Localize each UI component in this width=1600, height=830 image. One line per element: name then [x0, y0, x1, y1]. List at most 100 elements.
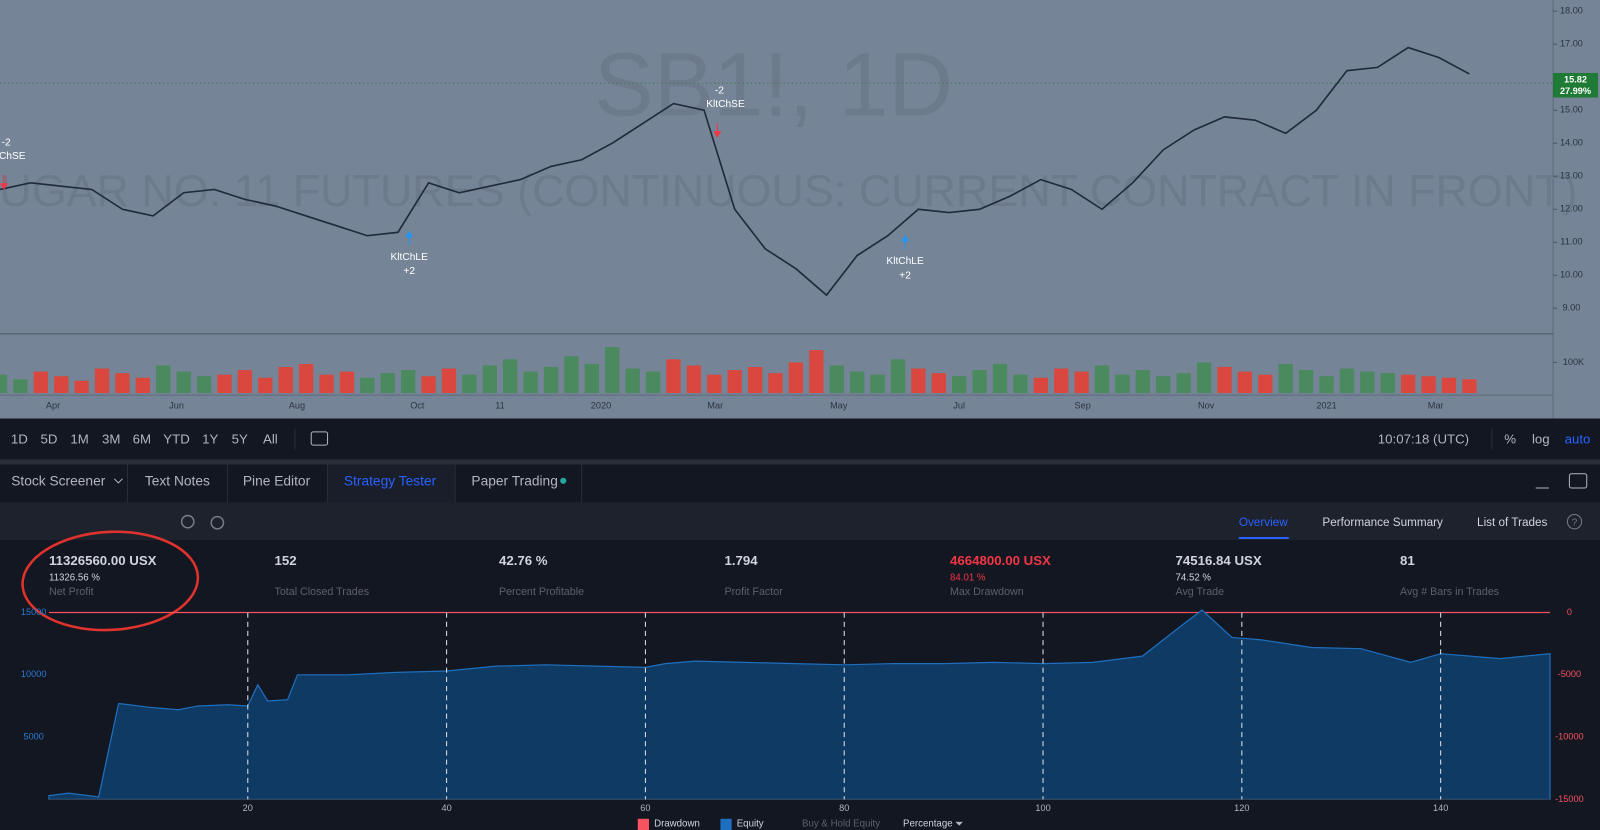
metric-percent: 11326.56 %	[49, 572, 100, 583]
signal-name: KltChLE	[886, 256, 924, 267]
volume-bar	[237, 370, 253, 394]
range-button[interactable]: 1D	[11, 432, 28, 447]
price-tick-label: 18.00	[1560, 6, 1583, 16]
time-tick-label: Mar	[707, 401, 723, 411]
x-tick-label: 80	[839, 803, 849, 813]
volume-bar	[54, 376, 69, 394]
volume-bar	[1013, 374, 1028, 394]
volume-bar	[33, 371, 48, 394]
tab-separators	[127, 428, 1493, 503]
price-tick-label: 15.00	[1560, 105, 1583, 115]
maximize-icon[interactable]	[1568, 473, 1588, 489]
time-tick-label: Oct	[410, 401, 425, 411]
dropdown-icon[interactable]	[955, 821, 963, 826]
volume-bar	[258, 377, 273, 394]
report-tab[interactable]: Overview	[1239, 516, 1288, 529]
price-tick-label: 9.00	[1563, 303, 1581, 313]
range-button[interactable]: 6M	[133, 432, 151, 447]
metric-label: Net Profit	[49, 586, 94, 598]
legend-label[interactable]: Equity	[737, 818, 764, 829]
volume-bar	[707, 374, 722, 394]
signal-arrow	[713, 123, 722, 138]
volume-bar	[339, 371, 355, 394]
volume-bar	[482, 365, 497, 394]
volume-bar	[1176, 373, 1191, 394]
scale-option[interactable]: %	[1504, 432, 1516, 447]
volume-bar	[931, 373, 946, 394]
volume-bar	[1421, 376, 1436, 394]
volume-bar	[666, 359, 681, 394]
alert-icon[interactable]	[210, 515, 225, 530]
time-tick-label: 2021	[1316, 401, 1336, 411]
range-button[interactable]: All	[263, 432, 278, 447]
volume-bar	[1462, 379, 1477, 394]
range-button[interactable]: 1M	[70, 432, 88, 447]
panel-tab[interactable]: Paper Trading	[471, 474, 557, 489]
metric-label: Avg # Bars in Trades	[1400, 586, 1499, 598]
metric-percent: 74.52 %	[1176, 572, 1212, 583]
volume-bar	[972, 370, 987, 394]
time-tick-label: Jun	[169, 401, 184, 411]
time-tick-label: 2020	[591, 401, 611, 411]
volume-bar	[850, 371, 865, 394]
volume-bar	[870, 374, 885, 394]
metric-percent: 84.01 %	[950, 572, 986, 583]
x-tick-label: 40	[442, 803, 452, 813]
legend-swatch	[637, 818, 649, 830]
signal-name: ChSE	[0, 151, 26, 162]
status-dot	[560, 477, 567, 484]
volume-bar	[217, 374, 232, 394]
signal-arrow	[405, 230, 414, 246]
metric-value: 152	[274, 553, 296, 568]
panel-tab[interactable]: Pine Editor	[243, 474, 311, 489]
volume-bar	[1156, 376, 1171, 394]
volume-bar	[1360, 371, 1375, 394]
volume-bar	[441, 368, 457, 394]
panel-tab[interactable]: Text Notes	[145, 474, 210, 489]
volume-bar	[421, 376, 436, 394]
scale-option[interactable]: log	[1532, 432, 1550, 447]
volume-bar	[605, 347, 620, 394]
signal-qty: +2	[403, 266, 415, 277]
y2-tick-label: -5000	[1558, 669, 1581, 679]
volume-bar	[768, 373, 783, 394]
x-tick-label: 140	[1433, 803, 1448, 813]
volume-bar	[952, 376, 967, 394]
help-glyph: ?	[1572, 517, 1578, 528]
x-tick-label: 20	[243, 803, 253, 813]
signal-qty: -2	[715, 86, 724, 97]
range-button[interactable]: 1Y	[202, 432, 218, 447]
volume-bar	[298, 363, 314, 394]
report-tab[interactable]: Performance Summary	[1322, 516, 1443, 529]
report-tab[interactable]: List of Trades	[1477, 516, 1547, 529]
volume-bar	[401, 370, 416, 394]
last-price: 15.82	[1564, 75, 1587, 85]
metric-label: Avg Trade	[1176, 586, 1225, 598]
panel-tab[interactable]: Strategy Tester	[344, 474, 437, 489]
range-button[interactable]: 5D	[41, 432, 58, 447]
signal-qty: +2	[899, 270, 911, 281]
volume-bar	[1441, 377, 1457, 394]
volume-bar	[1135, 370, 1150, 394]
volume-bar	[1319, 376, 1334, 394]
toolbar	[0, 418, 1600, 460]
dropdown-icon[interactable]	[113, 478, 123, 484]
help-icon[interactable]	[1566, 514, 1583, 530]
price-axis	[1553, 0, 1600, 419]
volume-bar	[727, 370, 742, 394]
compare-icon[interactable]	[310, 431, 329, 446]
range-button[interactable]: 5Y	[232, 432, 248, 447]
time-tick-label: Apr	[46, 401, 60, 411]
clock: 10:07:18 (UTC)	[1378, 432, 1469, 447]
legend-option[interactable]: Percentage	[903, 818, 953, 829]
tab-bar	[0, 464, 1600, 503]
volume-bar	[196, 376, 212, 394]
settings-icon[interactable]	[180, 514, 195, 529]
panel-tab[interactable]: Stock Screener	[11, 474, 106, 489]
legend-option[interactable]: Buy & Hold Equity	[802, 818, 880, 829]
metric-label: Profit Factor	[724, 586, 783, 598]
legend-label[interactable]: Drawdown	[654, 818, 700, 829]
range-button[interactable]: YTD	[163, 432, 189, 447]
range-button[interactable]: 3M	[102, 432, 120, 447]
scale-option[interactable]: auto	[1565, 432, 1591, 447]
